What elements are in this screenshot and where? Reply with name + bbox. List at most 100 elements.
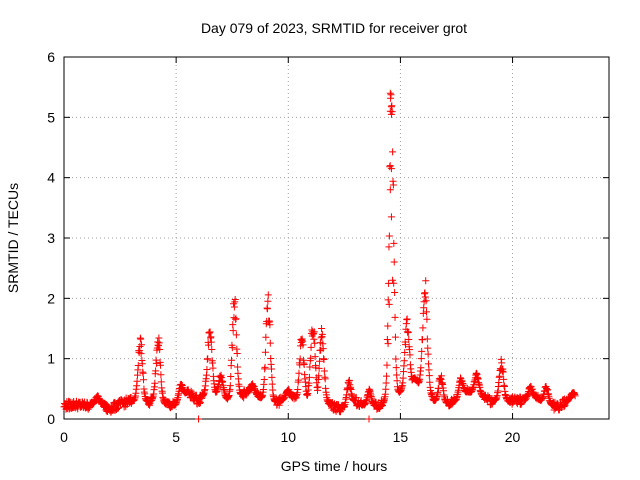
data-point [390, 239, 398, 247]
data-point [400, 357, 408, 365]
data-point [392, 364, 400, 372]
data-point [387, 165, 395, 173]
data-point [300, 360, 308, 368]
data-point [206, 328, 214, 336]
data-point [231, 296, 239, 304]
data-point [307, 354, 315, 362]
data-point [384, 340, 392, 348]
data-point [234, 363, 242, 371]
data-point [305, 373, 313, 381]
data-point [401, 348, 409, 356]
data-point [405, 335, 413, 343]
data-point [384, 296, 392, 304]
y-tick-label: 0 [47, 411, 55, 427]
data-point [232, 315, 240, 323]
data-point [266, 339, 274, 347]
data-point [417, 364, 425, 372]
data-point [133, 377, 141, 385]
data-point [392, 355, 400, 363]
x-tick-label: 0 [60, 429, 68, 445]
data-point [195, 415, 203, 423]
data-point [264, 291, 272, 299]
axis-ticks: 0 5 10 15 20 0 1 2 3 4 5 6 [47, 49, 609, 445]
data-point [230, 300, 238, 308]
data-point [204, 355, 212, 363]
data-point [399, 374, 407, 382]
data-point [208, 345, 216, 353]
data-point [419, 324, 427, 332]
data-point [437, 372, 445, 380]
data-point [155, 339, 163, 347]
data-point [499, 368, 507, 376]
data-point [391, 313, 399, 321]
data-point [389, 148, 397, 156]
data-point [240, 394, 248, 402]
x-tick-label: 5 [172, 429, 180, 445]
data-point [389, 181, 397, 189]
data-point [321, 375, 329, 383]
data-point [137, 335, 145, 343]
data-point [115, 404, 122, 412]
data-point [404, 328, 412, 336]
data-point [294, 386, 302, 393]
data-point [196, 399, 204, 407]
data-point [390, 279, 398, 287]
data-point [385, 243, 393, 251]
data-point [227, 372, 235, 380]
data-point [268, 365, 276, 373]
data-point [138, 341, 146, 349]
data-point [423, 335, 431, 343]
data-point [318, 330, 326, 338]
data-point [152, 359, 160, 367]
data-point [425, 360, 433, 368]
data-point [387, 213, 395, 221]
y-tick-label: 2 [47, 290, 55, 306]
data-point [424, 344, 432, 352]
y-tick-label: 4 [47, 170, 55, 186]
x-tick-label: 10 [280, 429, 296, 445]
data-point [423, 308, 431, 316]
data-point [386, 162, 394, 170]
data-point [385, 232, 393, 240]
data-point [268, 373, 276, 381]
data-point [267, 355, 275, 363]
data-point [295, 369, 303, 377]
data-point [196, 399, 204, 407]
data-point [316, 357, 324, 365]
data-point [382, 379, 390, 387]
data-point [310, 335, 318, 343]
data-point [233, 349, 241, 357]
data-point [232, 331, 240, 339]
data-point [383, 361, 391, 369]
data-point [560, 403, 568, 411]
data-point [571, 392, 579, 400]
data-point [229, 327, 237, 335]
data-point [391, 333, 399, 341]
data-point [209, 364, 217, 372]
data-point [263, 305, 271, 313]
data-point [382, 385, 390, 393]
data-point [226, 382, 234, 390]
data-point [139, 369, 147, 377]
y-tick-label: 6 [47, 49, 55, 65]
data-point [500, 375, 508, 383]
data-point [309, 329, 317, 337]
data-points [60, 89, 579, 423]
data-point [156, 345, 164, 353]
data-point [383, 372, 391, 380]
data-point [311, 353, 319, 361]
data-point [403, 315, 411, 323]
x-tick-label: 15 [393, 429, 409, 445]
data-point [389, 276, 397, 284]
data-point [406, 351, 414, 359]
data-point [207, 338, 215, 346]
data-point [387, 91, 395, 99]
data-point [136, 343, 144, 351]
data-point [229, 321, 237, 329]
data-point [157, 378, 165, 386]
data-point [264, 297, 272, 305]
y-tick-label: 5 [47, 109, 55, 125]
data-point [268, 380, 276, 388]
data-point [261, 348, 269, 356]
